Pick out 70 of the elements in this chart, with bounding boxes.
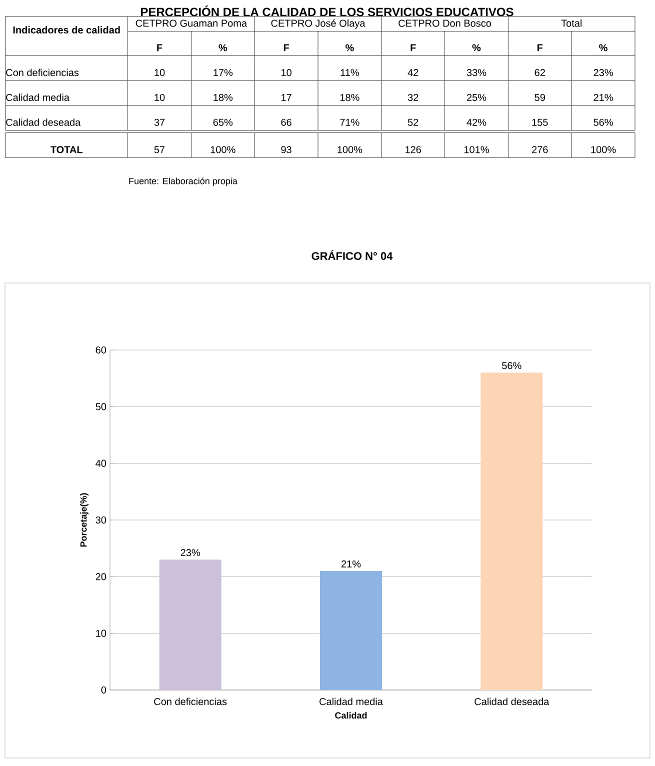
text: %: [472, 44, 481, 52]
y-tick-label: 50: [96, 403, 106, 410]
text: 42: [408, 69, 418, 76]
data-label: 56%: [502, 362, 522, 370]
text: 276: [532, 146, 548, 154]
text: F: [410, 44, 416, 52]
text: 21%: [594, 94, 613, 101]
text: 66: [281, 118, 292, 126]
text: 93: [281, 146, 292, 154]
text: 18%: [340, 94, 360, 102]
text: 10: [154, 69, 165, 76]
category-label: CETPRO José Olaya: [271, 19, 366, 29]
x-tick-label: Con deficiencias: [154, 698, 227, 706]
category-label: Total: [561, 19, 582, 27]
x-tick-label: Calidad media: [320, 698, 383, 706]
text: 101%: [464, 146, 489, 154]
text: 56%: [594, 118, 613, 126]
text: 23%: [594, 69, 613, 76]
data-label: 23%: [180, 549, 200, 556]
y-tick-label: 0: [101, 686, 106, 694]
chart-title: GRÁFICO N° 04: [312, 250, 393, 260]
text: 155: [532, 118, 548, 126]
text: F: [157, 44, 162, 52]
text: 37: [154, 118, 165, 126]
text: 10: [154, 94, 165, 102]
text: 11%: [340, 69, 359, 76]
category-label: TOTAL: [50, 146, 82, 154]
x-axis-title: Calidad: [335, 712, 367, 719]
text: 32: [408, 94, 418, 102]
text: F: [538, 44, 543, 52]
source-note: Fuente: Elaboración propia: [129, 178, 238, 186]
y-tick-label: 10: [96, 630, 106, 637]
x-tick-label: Calidad deseada: [474, 698, 550, 706]
text: 25%: [466, 94, 486, 102]
text: 59: [534, 94, 545, 102]
category-label: Con deficiencias: [6, 68, 79, 76]
text: 42%: [466, 118, 486, 126]
text: 100%: [210, 146, 236, 154]
data-label: 21%: [341, 560, 361, 568]
text: 52: [408, 118, 418, 126]
text: 17: [282, 94, 292, 101]
y-axis-title: Porcetaje(%): [80, 493, 88, 547]
category-label: CETPRO Don Bosco: [398, 20, 492, 27]
y-tick-label: 60: [96, 346, 106, 354]
y-tick-label: 40: [96, 460, 106, 467]
text: %: [346, 44, 354, 52]
text: 57: [154, 146, 165, 154]
text: 17%: [214, 69, 233, 76]
category-label: Calidad deseada: [6, 118, 81, 126]
text: PERCEPCIÓN DE LA CALIDAD DE LOS SERVICIOS EDUCATIVOS: [141, 6, 514, 16]
text: 71%: [340, 118, 360, 126]
text: 10: [282, 69, 292, 76]
text: 100%: [591, 146, 616, 154]
text: 65%: [213, 118, 233, 126]
y-tick-label: 30: [96, 516, 106, 524]
text: F: [284, 44, 289, 52]
bar: [480, 372, 543, 690]
category-label: Indicadores de calidad: [13, 26, 120, 34]
text: 126: [406, 146, 421, 154]
text: %: [599, 44, 608, 52]
text: 100%: [338, 146, 362, 154]
text: 62: [534, 69, 545, 76]
bar: [320, 570, 382, 690]
category-label: Calidad media: [6, 94, 70, 102]
text: 33%: [466, 69, 486, 76]
y-tick-label: 20: [96, 573, 106, 580]
text: %: [218, 44, 228, 52]
bar: [159, 560, 222, 690]
text: 18%: [214, 94, 233, 102]
category-label: CETPRO Guaman Poma: [136, 20, 248, 27]
